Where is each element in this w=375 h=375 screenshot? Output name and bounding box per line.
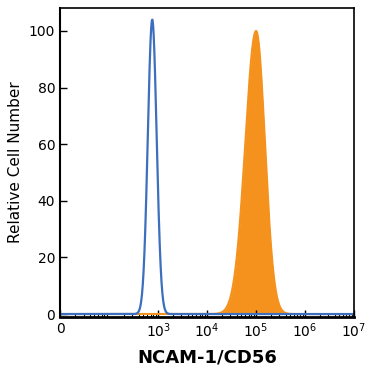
- Y-axis label: Relative Cell Number: Relative Cell Number: [8, 82, 23, 243]
- X-axis label: NCAM-1/CD56: NCAM-1/CD56: [137, 349, 277, 367]
